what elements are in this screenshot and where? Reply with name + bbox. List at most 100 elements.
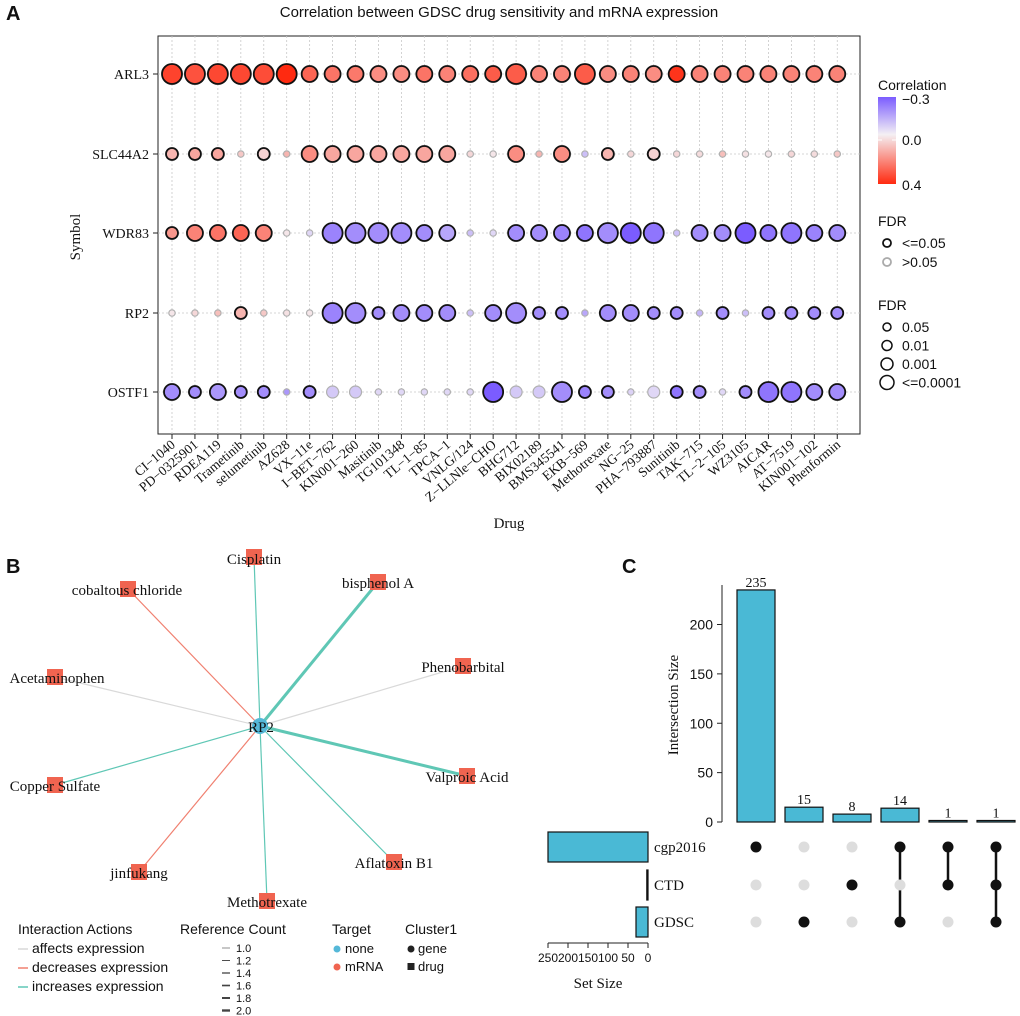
membership-dot-active bbox=[846, 879, 858, 891]
bubble bbox=[300, 145, 319, 163]
bubble bbox=[415, 65, 434, 83]
edge bbox=[54, 725, 261, 786]
membership-dot-inactive bbox=[942, 916, 954, 928]
gene-labels: ARL3 SLC44A2 WDR83 RP2 OSTF1 bbox=[92, 68, 149, 401]
membership-dot-active bbox=[942, 841, 954, 853]
drug-node-label: Copper Sulfate bbox=[10, 779, 101, 795]
intersection-bar bbox=[784, 806, 824, 823]
bubble bbox=[805, 65, 824, 83]
bubble bbox=[300, 65, 319, 83]
bubble bbox=[237, 150, 245, 158]
fdr-size-marker bbox=[882, 322, 892, 332]
bubble bbox=[482, 381, 505, 403]
bubble bbox=[764, 150, 773, 158]
y-tick-label: 150 bbox=[690, 666, 714, 682]
refcount-label: 2.0 bbox=[236, 1006, 251, 1016]
bubble bbox=[323, 145, 342, 163]
bubble bbox=[438, 224, 457, 242]
bubble bbox=[208, 224, 227, 242]
bubble bbox=[646, 306, 661, 320]
bubble bbox=[191, 309, 199, 317]
drug-node-label: bisphenol A bbox=[342, 576, 414, 592]
bubble bbox=[532, 385, 546, 399]
bubble bbox=[830, 306, 845, 320]
gene-tick-label: ARL3 bbox=[114, 68, 149, 83]
bubble bbox=[163, 383, 181, 401]
bubble bbox=[438, 65, 457, 83]
intersection-size-label: Intersection Size bbox=[666, 654, 682, 755]
bubble bbox=[690, 65, 709, 83]
intersection-bar bbox=[880, 807, 920, 823]
set-label: cgp2016 bbox=[654, 840, 706, 856]
bubble bbox=[807, 306, 822, 320]
edge bbox=[258, 581, 380, 727]
bubble bbox=[695, 150, 704, 158]
bubble bbox=[168, 309, 176, 317]
bubble bbox=[736, 65, 755, 83]
drug-node bbox=[455, 658, 471, 674]
set-size-label: Set Size bbox=[574, 976, 623, 992]
fdr-legend-item: <=0.05 bbox=[902, 235, 946, 251]
bubble bbox=[828, 65, 847, 83]
y-tick-label: 0 bbox=[705, 814, 713, 830]
bar-value-label: 1 bbox=[945, 807, 952, 822]
set-size-bar bbox=[646, 869, 649, 901]
x-axis-label-a: Drug bbox=[494, 516, 525, 532]
bubble bbox=[505, 63, 527, 85]
bubble bbox=[555, 306, 569, 320]
fdr-size-marker bbox=[880, 357, 894, 371]
set-size-tick-label: 250 bbox=[538, 951, 558, 965]
bubble bbox=[438, 145, 457, 163]
bubble bbox=[642, 222, 665, 244]
membership-dot-inactive bbox=[798, 879, 810, 891]
bubble bbox=[553, 224, 571, 242]
bubble bbox=[165, 226, 179, 240]
set-size-tick-label: 100 bbox=[598, 951, 618, 965]
membership-dot-active bbox=[942, 879, 954, 891]
bubble bbox=[784, 306, 799, 320]
bubble bbox=[461, 65, 480, 83]
membership-dot-inactive bbox=[750, 916, 762, 928]
bubble bbox=[787, 150, 796, 158]
bubble bbox=[669, 306, 684, 320]
panel-label-c: C bbox=[622, 556, 636, 578]
bubble-chart: ARL3 SLC44A2 WDR83 RP2 OSTF1 CI−1040PD−03259… bbox=[92, 35, 861, 505]
bubble bbox=[188, 385, 202, 399]
bubble bbox=[780, 381, 803, 403]
target-none-marker bbox=[333, 945, 341, 953]
drug-node-label: Acetaminophen bbox=[10, 671, 105, 687]
edge bbox=[259, 725, 395, 863]
bubble bbox=[348, 385, 363, 399]
bubble bbox=[346, 65, 365, 83]
interaction-legend-item: increases expression bbox=[32, 978, 164, 994]
network-nodes: Cisplatin bisphenol A cobaltous chloride Ph… bbox=[10, 549, 509, 911]
intersection-bar bbox=[928, 819, 968, 823]
membership-dot-inactive bbox=[894, 879, 906, 891]
drug-labels: CI−1040PD−0325901RDEA119Trametinibselume… bbox=[131, 437, 843, 505]
bubble bbox=[553, 145, 571, 163]
interaction-legend-item: decreases expression bbox=[32, 959, 168, 975]
bubble bbox=[323, 65, 342, 83]
bubble bbox=[415, 145, 434, 163]
target-legend-item: none bbox=[345, 941, 374, 956]
bubble bbox=[576, 224, 594, 242]
bubble bbox=[507, 145, 525, 163]
bubble bbox=[346, 145, 365, 163]
bubble bbox=[344, 302, 367, 324]
bubble bbox=[805, 224, 824, 242]
bubble bbox=[443, 388, 452, 396]
bubble bbox=[578, 385, 592, 399]
bubble bbox=[718, 388, 727, 396]
drug-node bbox=[120, 581, 136, 597]
bubble bbox=[254, 224, 273, 242]
membership-dot-active bbox=[894, 916, 906, 928]
refcount-label: 1.8 bbox=[236, 993, 251, 1005]
bubble bbox=[828, 383, 847, 401]
bubble bbox=[206, 63, 229, 85]
y-tick-label: 100 bbox=[690, 715, 714, 731]
y-tick-label: 200 bbox=[690, 617, 714, 633]
bubble bbox=[390, 222, 413, 244]
fdr-size-label: 0.01 bbox=[902, 338, 929, 354]
bubble bbox=[321, 222, 344, 244]
